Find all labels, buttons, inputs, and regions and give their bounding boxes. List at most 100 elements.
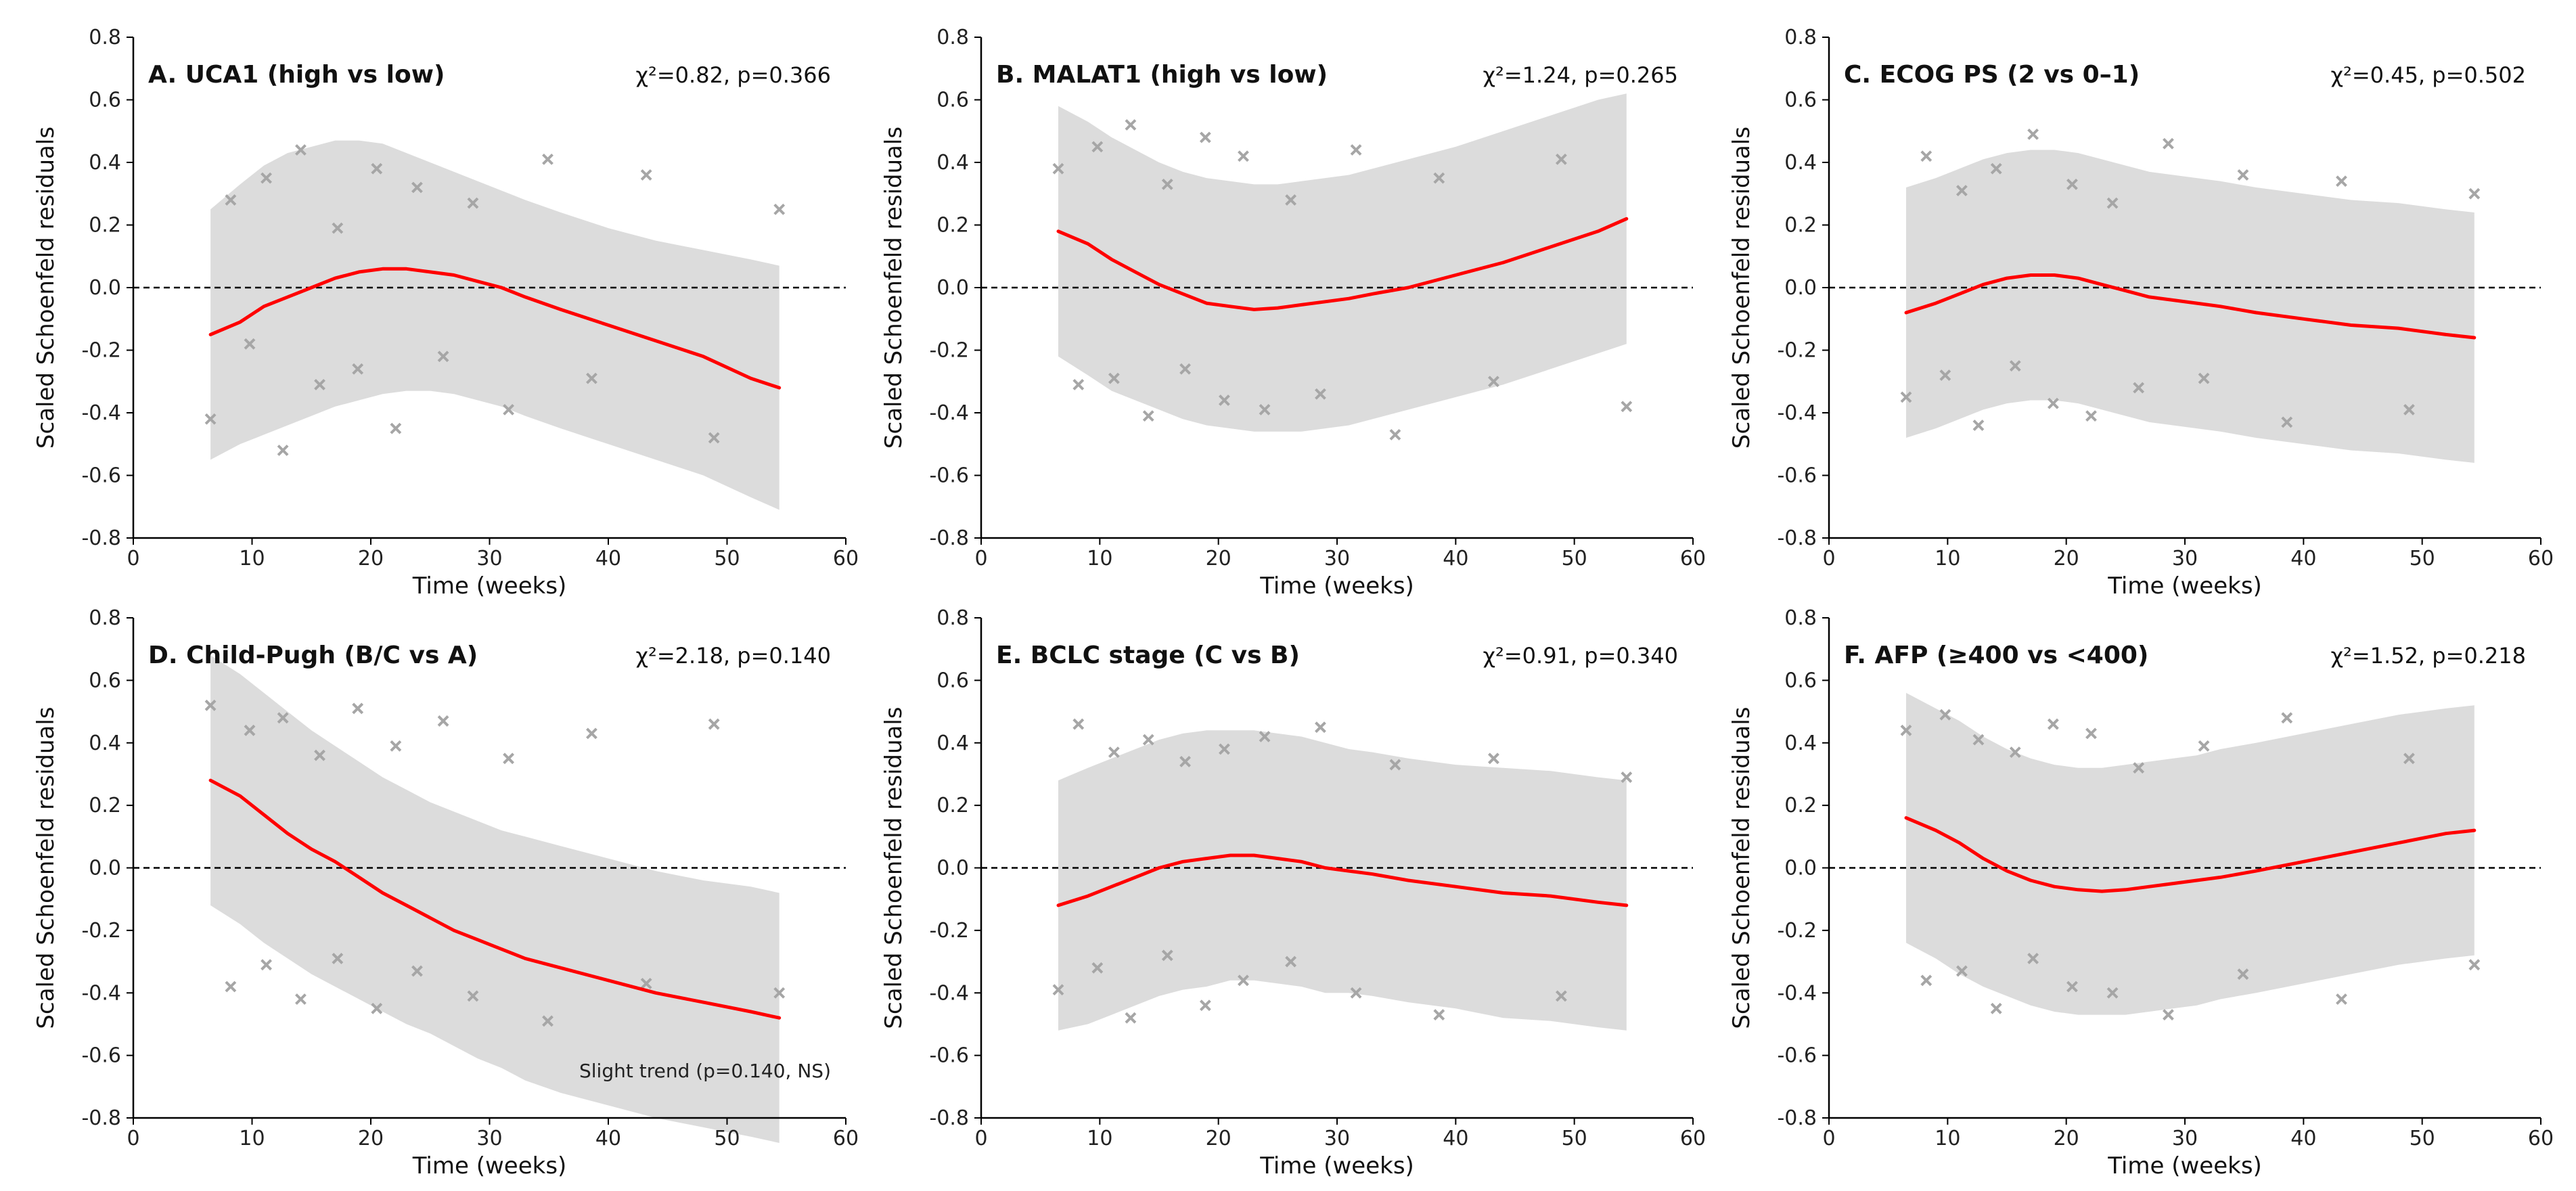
x-tick-label: 10 xyxy=(239,547,265,570)
confidence-band xyxy=(210,655,779,1143)
residual-point xyxy=(2085,410,2097,422)
x-tick-label: 50 xyxy=(714,547,740,570)
y-tick-label: -0.4 xyxy=(1777,981,1817,1005)
y-tick-label: 0.2 xyxy=(936,794,969,817)
x-tick-label: 10 xyxy=(239,1127,265,1150)
residual-point xyxy=(2403,403,2415,415)
y-tick-label: 0.8 xyxy=(1784,26,1817,49)
y-tick-label: -0.6 xyxy=(81,1044,121,1068)
x-axis-label: Time (weeks) xyxy=(1259,572,1414,600)
y-tick-label: 0.4 xyxy=(936,151,969,175)
residual-point xyxy=(1219,743,1230,755)
residual-point xyxy=(542,1015,553,1027)
y-tick-label: 0.6 xyxy=(89,669,121,692)
y-axis-label: Scaled Schoenfeld residuals xyxy=(32,706,60,1029)
y-tick-label: 0.4 xyxy=(936,732,969,755)
residual-point xyxy=(1219,395,1230,406)
residual-point xyxy=(2133,762,2145,774)
residual-point xyxy=(1315,721,1326,734)
residual-point xyxy=(2133,382,2145,394)
residual-point xyxy=(1990,1002,2002,1014)
y-tick-label: 0.2 xyxy=(936,214,969,238)
residual-point xyxy=(1091,141,1104,153)
x-tick-label: 50 xyxy=(1562,547,1587,570)
panel-title: A. UCA1 (high vs low) xyxy=(148,61,445,89)
residual-point xyxy=(1108,746,1120,759)
residual-point xyxy=(1433,172,1445,184)
y-axis-label: Scaled Schoenfeld residuals xyxy=(32,127,60,449)
y-tick-label: 0.4 xyxy=(89,732,121,755)
y-tick-label: -0.6 xyxy=(929,464,969,488)
residual-point xyxy=(1161,949,1173,962)
residual-point xyxy=(437,715,449,727)
residual-point xyxy=(467,197,479,209)
residual-point xyxy=(1900,724,1912,736)
x-tick-label: 60 xyxy=(1680,547,1706,570)
y-tick-label: -0.2 xyxy=(81,919,121,943)
y-tick-label: -0.2 xyxy=(1777,339,1817,363)
residual-point xyxy=(2066,178,2078,190)
panel-note: Slight trend (p=0.140, NS) xyxy=(579,1060,831,1082)
x-tick-label: 30 xyxy=(2172,1127,2198,1150)
residual-point xyxy=(2468,959,2481,971)
residual-point xyxy=(2468,187,2481,200)
residual-point xyxy=(371,1002,383,1014)
residual-point xyxy=(204,699,217,711)
residual-point xyxy=(352,363,364,375)
residual-point xyxy=(1052,162,1064,175)
y-tick-label: -0.8 xyxy=(81,526,121,550)
residual-point xyxy=(467,990,479,1002)
residual-point xyxy=(503,403,514,415)
x-tick-label: 20 xyxy=(358,1127,384,1150)
y-tick-label: 0.8 xyxy=(936,606,969,630)
y-tick-label: 0.8 xyxy=(89,606,121,630)
residual-point xyxy=(411,965,423,977)
residual-point xyxy=(2336,175,2347,187)
x-tick-label: 0 xyxy=(127,547,139,570)
x-tick-label: 30 xyxy=(476,547,502,570)
x-tick-label: 50 xyxy=(1562,1127,1587,1150)
y-tick-label: 0.4 xyxy=(1784,151,1817,175)
residual-point xyxy=(1052,984,1064,996)
confidence-band xyxy=(210,140,779,510)
x-tick-label: 0 xyxy=(974,547,987,570)
residual-point xyxy=(2336,993,2347,1005)
residual-point xyxy=(2403,752,2415,765)
residual-point xyxy=(371,162,383,175)
y-tick-label: 0.8 xyxy=(1784,606,1817,630)
residual-point xyxy=(1315,388,1326,400)
x-tick-label: 40 xyxy=(1443,547,1468,570)
y-tick-label: 0.0 xyxy=(936,857,969,880)
y-tick-label: 0.2 xyxy=(1784,794,1817,817)
x-tick-label: 60 xyxy=(833,547,859,570)
residual-point xyxy=(295,144,307,156)
x-tick-label: 60 xyxy=(2528,1127,2554,1150)
residual-point xyxy=(225,981,237,993)
residual-point xyxy=(277,712,289,724)
residual-point xyxy=(1091,962,1104,974)
y-tick-label: 0.8 xyxy=(89,26,121,49)
residual-point xyxy=(640,977,652,989)
residual-point xyxy=(1939,369,1951,381)
residual-point xyxy=(411,181,423,194)
x-tick-label: 10 xyxy=(1087,1127,1112,1150)
residual-point xyxy=(1142,410,1154,422)
x-tick-label: 0 xyxy=(1822,547,1835,570)
residual-point xyxy=(2009,746,2021,759)
y-tick-label: -0.4 xyxy=(929,981,969,1005)
y-tick-label: -0.8 xyxy=(81,1106,121,1130)
x-tick-label: 0 xyxy=(127,1127,139,1150)
confidence-band xyxy=(1906,692,2475,1015)
residual-point xyxy=(503,752,514,765)
residual-point xyxy=(1142,734,1154,746)
x-tick-label: 20 xyxy=(2054,547,2079,570)
residual-point xyxy=(1350,144,1362,156)
residual-point xyxy=(1990,162,2002,175)
residual-point xyxy=(332,222,344,234)
x-tick-label: 30 xyxy=(476,1127,502,1150)
residual-point xyxy=(1108,372,1120,384)
y-tick-label: -0.6 xyxy=(1777,464,1817,488)
residual-point xyxy=(2047,718,2059,730)
panel-title: E. BCLC stage (C vs B) xyxy=(996,642,1300,669)
